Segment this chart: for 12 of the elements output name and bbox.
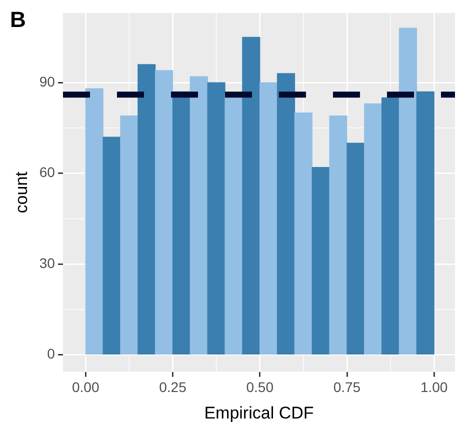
- x-tick-label: 0.25: [159, 379, 187, 396]
- chart-title: B: [10, 7, 26, 32]
- x-tick-label: 0.75: [333, 379, 361, 396]
- y-tick-label: 0: [47, 346, 56, 362]
- x-axis-title: Empirical CDF: [204, 403, 314, 422]
- y-tick-label: 90: [39, 73, 56, 90]
- y-tick-label: 60: [39, 164, 56, 180]
- y-axis-title: count: [12, 171, 31, 214]
- x-tick-label: 0.50: [246, 379, 274, 396]
- y-tick-label: 30: [39, 254, 56, 271]
- x-tick-label: 1.00: [420, 379, 448, 396]
- x-tick-label: 0.00: [72, 379, 100, 396]
